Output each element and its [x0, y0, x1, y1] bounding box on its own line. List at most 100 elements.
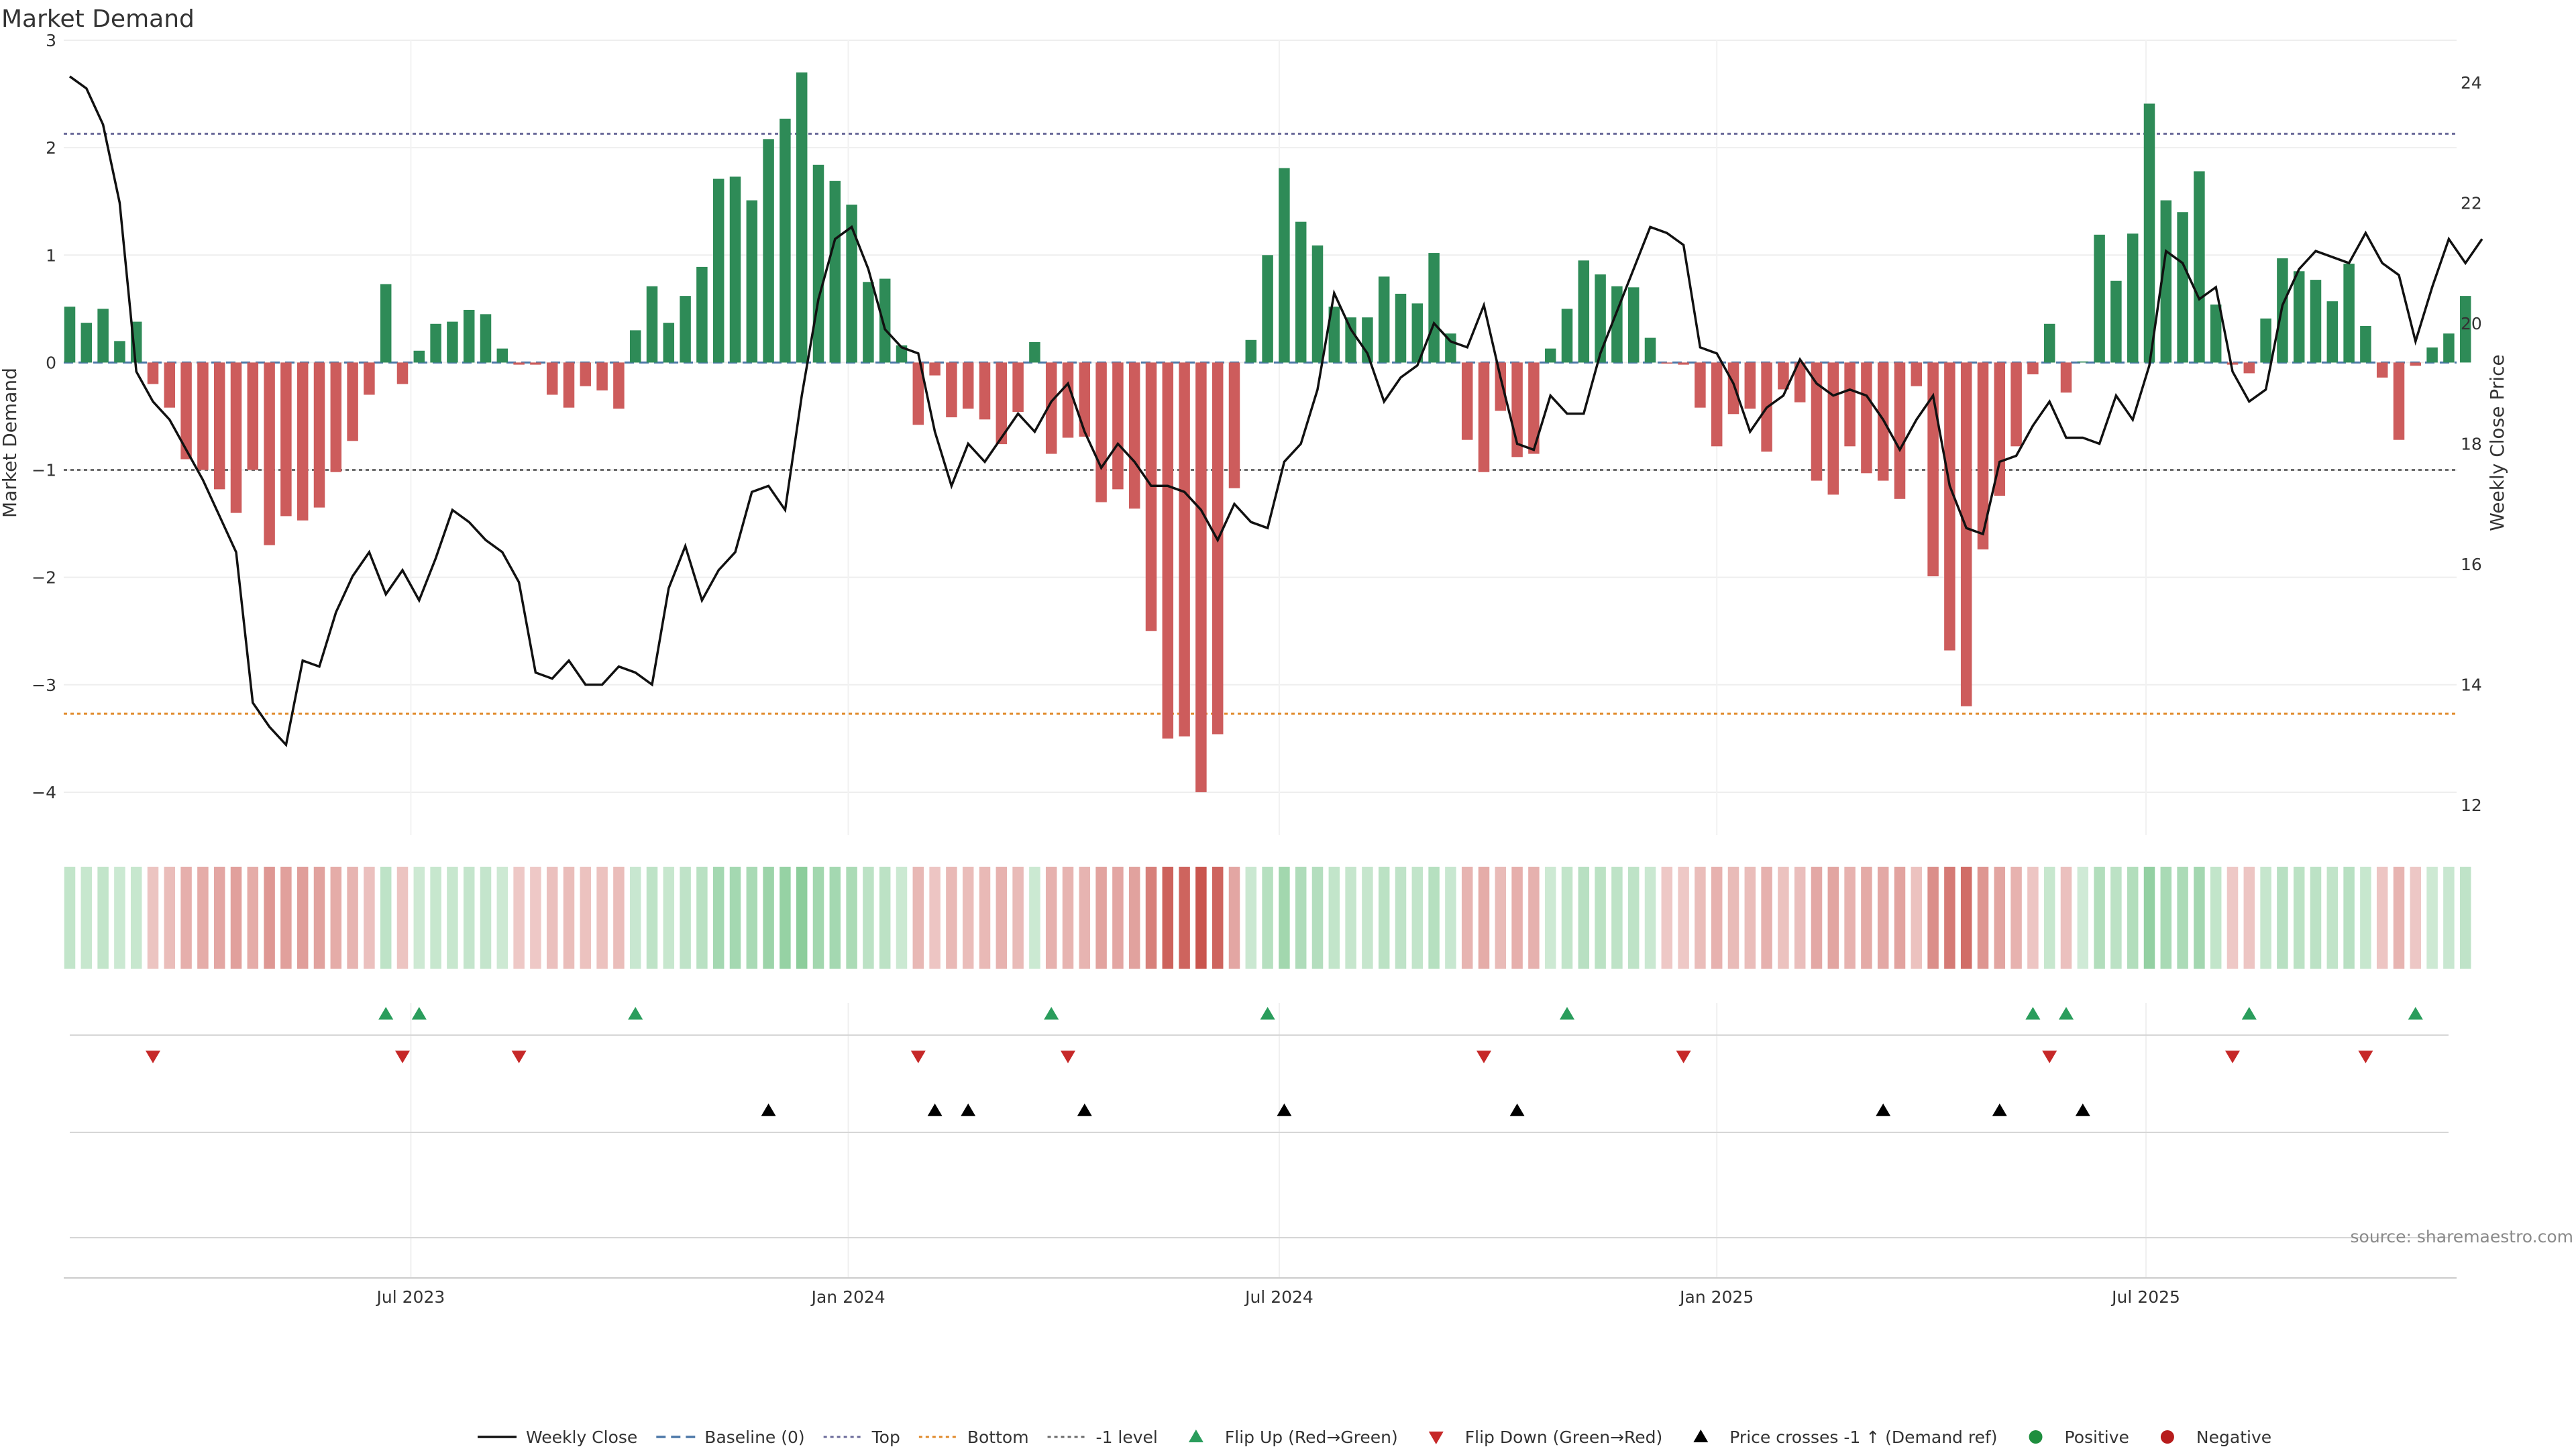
demand-bar [1062, 362, 1074, 438]
demand-bar [712, 178, 724, 363]
legend-label: Negative [2196, 1428, 2271, 1447]
demand-bar [979, 362, 991, 420]
demand-bar [164, 362, 176, 408]
demand-bar [2110, 280, 2122, 363]
y-tick-label: −2 [32, 568, 56, 588]
heat-cell [2393, 867, 2405, 969]
heat-cell [2127, 867, 2139, 969]
flip-down-marker [1061, 1051, 1075, 1063]
heat-cell [863, 867, 874, 969]
heat-cell [97, 867, 109, 969]
heat-cell [763, 867, 774, 969]
legend-entry: Weekly Close [478, 1428, 637, 1447]
heat-cell [347, 867, 358, 969]
demand-bar [580, 362, 592, 386]
weekly-close-line [68, 75, 2483, 748]
heat-cell [946, 867, 957, 969]
heat-cell [1528, 867, 1540, 969]
heat-cell [264, 867, 275, 969]
flip-down-marker [2225, 1051, 2240, 1063]
demand-bar [380, 284, 392, 363]
heat-cell [1911, 867, 1923, 969]
y2-tick-label: 14 [2461, 676, 2482, 695]
demand-bar [646, 286, 658, 363]
heat-cell [1977, 867, 1989, 969]
heat-cell [1478, 867, 1490, 969]
heat-cell [1695, 867, 1706, 969]
heat-cell [796, 867, 808, 969]
demand-bar [1861, 362, 1872, 474]
heat-cell [1279, 867, 1290, 969]
heat-cell [330, 867, 342, 969]
heat-cell [2310, 867, 2322, 969]
demand-bar [696, 266, 708, 363]
demand-bar [1262, 255, 1273, 363]
heat-cell [979, 867, 991, 969]
demand-bar [463, 309, 475, 363]
flip-down-marker [395, 1051, 410, 1063]
demand-bar [2326, 301, 2339, 363]
heat-cell [2160, 867, 2172, 969]
heat-cell [530, 867, 541, 969]
x-tick-label: Jul 2024 [1244, 1287, 1313, 1307]
heat-cell [580, 867, 592, 969]
heat-cell [430, 867, 441, 969]
heat-cell [846, 867, 857, 969]
grid-layer [64, 40, 2457, 1278]
flip-down-marker [2358, 1051, 2373, 1063]
heat-cell [1212, 867, 1224, 969]
demand-bar [879, 278, 891, 363]
heat-cell [396, 867, 409, 969]
heat-cell [2326, 867, 2339, 969]
heat-cell [2210, 867, 2222, 969]
legend-label: -1 level [1096, 1428, 1158, 1447]
demand-bar [1245, 339, 1257, 363]
demand-bar [2194, 171, 2205, 363]
heat-cell [463, 867, 475, 969]
heat-cell [596, 867, 608, 969]
heat-cell [1544, 867, 1556, 969]
demand-bar [1445, 333, 1456, 363]
price-cross-marker [1277, 1104, 1292, 1116]
demand-bar [946, 362, 957, 418]
demand-bar [596, 362, 608, 391]
heat-cell [1811, 867, 1823, 969]
heat-cell [1711, 867, 1723, 969]
heat-cell [2094, 867, 2105, 969]
flip-up-marker [378, 1007, 394, 1020]
heat-cell [1395, 867, 1407, 969]
y-tick-label: 3 [46, 31, 56, 50]
demand-bar [896, 345, 908, 363]
heat-cell [2110, 867, 2122, 969]
heat-cell [1877, 867, 1889, 969]
demand-bar [1794, 362, 1806, 402]
heat-cell [1411, 867, 1424, 969]
heat-cell [680, 867, 691, 969]
demand-bar [180, 362, 192, 460]
demand-bar [97, 309, 109, 363]
flip-down-marker [2042, 1051, 2057, 1063]
flip-up-marker [1560, 1007, 1574, 1020]
demand-bar [1029, 341, 1040, 363]
heat-cell [2343, 867, 2355, 969]
demand-bar [2310, 280, 2322, 363]
heat-cell [1627, 867, 1640, 969]
flip-up-marker [2025, 1007, 2041, 1020]
flip-down-marker [511, 1051, 527, 1063]
demand-bar [347, 362, 358, 441]
legend-entry: -1 level [1047, 1428, 1158, 1447]
flip-down-marker [910, 1051, 926, 1063]
price-cross-marker [2075, 1104, 2090, 1116]
x-tick-label: Jan 2025 [1678, 1287, 1754, 1307]
demand-bar [2210, 304, 2222, 363]
flip-down-marker [1676, 1051, 1691, 1063]
heat-cell [80, 867, 93, 969]
heat-cell [164, 867, 176, 969]
demand-bar [2426, 347, 2438, 363]
heat-cell [247, 867, 259, 969]
demand-bar [247, 362, 259, 470]
price-cross-marker [1509, 1104, 1525, 1116]
demand-bar [1012, 362, 1024, 413]
heat-cell [1029, 867, 1040, 969]
